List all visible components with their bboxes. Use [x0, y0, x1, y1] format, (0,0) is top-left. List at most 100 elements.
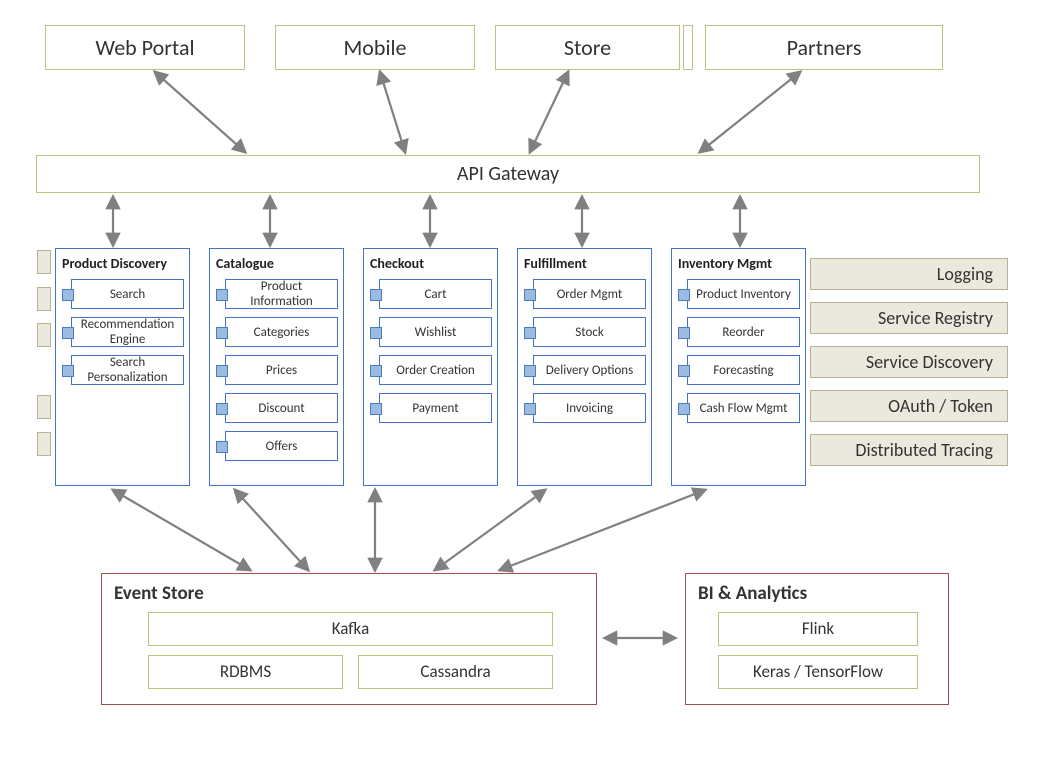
bi-item-keras: Keras / TensorFlow — [718, 655, 918, 689]
service-item: Stock — [533, 317, 646, 347]
bi-item-label: Keras / TensorFlow — [753, 662, 883, 682]
event-store-item-label: Cassandra — [420, 662, 490, 682]
cross-cutting-0: Logging — [810, 258, 1008, 290]
service-item: Discount — [225, 393, 338, 423]
cross-cutting-2: Service Discovery — [810, 346, 1008, 378]
item-marker — [216, 365, 228, 377]
item-marker — [524, 327, 536, 339]
cross-cutting-label: Distributed Tracing — [855, 440, 993, 461]
service-item-label: Wishlist — [415, 325, 457, 340]
service-column-1: Catalogue Product Information Categories Pr… — [209, 248, 344, 486]
service-item-label: Order Creation — [396, 363, 475, 378]
item-marker — [370, 365, 382, 377]
service-item: Recommendation Engine — [71, 317, 184, 347]
event-store-item-label: RDBMS — [220, 662, 271, 682]
service-item: Order Mgmt — [533, 279, 646, 309]
event-store-item-rdbms: RDBMS — [148, 655, 343, 689]
bi-item-flink: Flink — [718, 612, 918, 646]
service-item-label: Order Mgmt — [557, 287, 623, 302]
cross-cutting-1: Service Registry — [810, 302, 1008, 334]
service-item-label: Forecasting — [713, 363, 773, 378]
item-marker — [216, 327, 228, 339]
item-marker — [62, 365, 74, 377]
bi-item-label: Flink — [802, 619, 834, 639]
item-marker — [62, 327, 74, 339]
service-item-label: Discount — [258, 401, 304, 416]
service-item: Cash Flow Mgmt — [687, 393, 800, 423]
item-marker — [370, 403, 382, 415]
service-item: Categories — [225, 317, 338, 347]
cross-cutting-label: Service Registry — [878, 308, 993, 329]
event-store-item-cassandra: Cassandra — [358, 655, 553, 689]
item-marker — [524, 403, 536, 415]
event-store-title: Event Store — [114, 582, 204, 605]
client-label: Web Portal — [95, 35, 194, 60]
service-item: Delivery Options — [533, 355, 646, 385]
item-marker — [216, 289, 228, 301]
item-marker — [678, 327, 690, 339]
api-gateway-box: API Gateway — [36, 155, 980, 193]
service-column-4: Inventory Mgmt Product Inventory Reorder Fo… — [671, 248, 806, 486]
item-marker — [216, 403, 228, 415]
service-item-label: Categories — [254, 325, 310, 340]
item-marker — [678, 403, 690, 415]
left-stack-1 — [37, 287, 51, 311]
cross-cutting-label: OAuth / Token — [888, 396, 993, 417]
service-item-label: Reorder — [722, 325, 764, 340]
service-item: Product Inventory — [687, 279, 800, 309]
item-marker — [370, 289, 382, 301]
event-store-item-label: Kafka — [332, 619, 370, 639]
item-marker — [524, 289, 536, 301]
item-marker — [62, 289, 74, 301]
service-item-label: Recommendation Engine — [76, 317, 179, 347]
left-stack-4 — [37, 432, 51, 456]
service-item: Invoicing — [533, 393, 646, 423]
service-item: Search — [71, 279, 184, 309]
api-gateway-label: API Gateway — [457, 163, 559, 186]
left-stack-2 — [37, 323, 51, 347]
service-item: Payment — [379, 393, 492, 423]
item-marker — [370, 327, 382, 339]
service-column-3: Fulfillment Order Mgmt Stock Delivery Optio… — [517, 248, 652, 486]
service-item-label: Search — [110, 287, 145, 302]
column-title: Catalogue — [216, 255, 274, 272]
cross-cutting-label: Logging — [937, 264, 993, 285]
client-box-0: Web Portal — [45, 25, 245, 70]
service-item-label: Product Inventory — [696, 287, 791, 302]
client-box-2: Store — [495, 25, 680, 70]
service-item-label: Stock — [575, 325, 603, 340]
service-item-label: Payment — [412, 401, 458, 416]
service-item-label: Cart — [424, 287, 446, 302]
column-title: Fulfillment — [524, 255, 587, 272]
client-label: Partners — [787, 35, 862, 60]
service-item: Prices — [225, 355, 338, 385]
service-item: Order Creation — [379, 355, 492, 385]
client-box-1: Mobile — [275, 25, 475, 70]
service-item: Wishlist — [379, 317, 492, 347]
service-column-0: Product DiscoverySearchRecommendation En… — [55, 248, 190, 486]
service-item-label: Product Information — [230, 279, 333, 309]
left-stack-3 — [37, 395, 51, 419]
architecture-diagram: Web Portal Mobile Store Partners API Gateway… — [0, 0, 1043, 763]
item-marker — [678, 365, 690, 377]
cross-cutting-4: Distributed Tracing — [810, 434, 1008, 466]
service-item: Offers — [225, 431, 338, 461]
item-marker — [216, 441, 228, 453]
column-title: Checkout — [370, 255, 424, 272]
service-item: Product Information — [225, 279, 338, 309]
service-item: Reorder — [687, 317, 800, 347]
service-item-label: Prices — [266, 363, 297, 378]
bi-analytics-title: BI & Analytics — [698, 582, 807, 605]
service-item-label: Delivery Options — [546, 363, 633, 378]
cross-cutting-3: OAuth / Token — [810, 390, 1008, 422]
event-store-item-kafka: Kafka — [148, 612, 553, 646]
service-item-label: Invoicing — [566, 401, 613, 416]
client-label: Mobile — [343, 35, 406, 60]
item-marker — [524, 365, 536, 377]
service-column-2: CheckoutCart Wishlist Order Creation Paymen… — [363, 248, 498, 486]
column-title: Inventory Mgmt — [678, 255, 772, 272]
service-item-label: Offers — [266, 439, 298, 454]
service-item-label: Search Personalization — [76, 355, 179, 385]
client-label: Store — [564, 35, 611, 60]
cross-cutting-label: Service Discovery — [866, 352, 993, 373]
